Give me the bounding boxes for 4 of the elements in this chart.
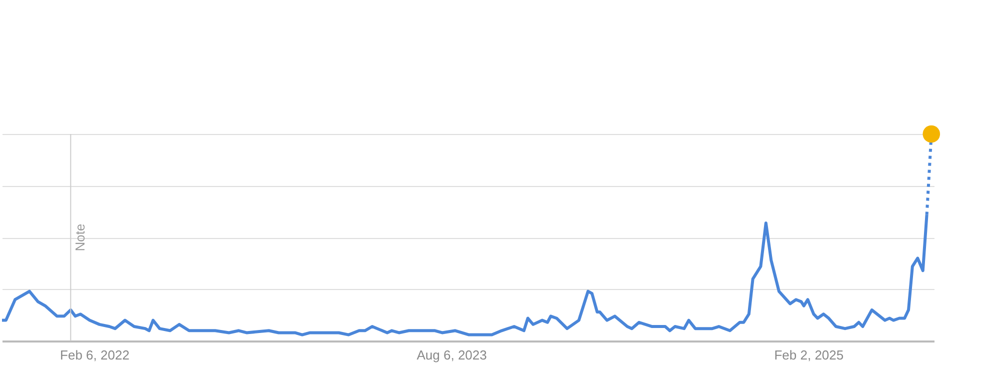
x-tick-label: Feb 6, 2022: [60, 348, 130, 362]
x-tick-label: Feb 2, 2025: [774, 348, 844, 362]
ref-line-label: Note: [72, 224, 88, 252]
x-tick-label: Aug 6, 2023: [416, 348, 487, 362]
